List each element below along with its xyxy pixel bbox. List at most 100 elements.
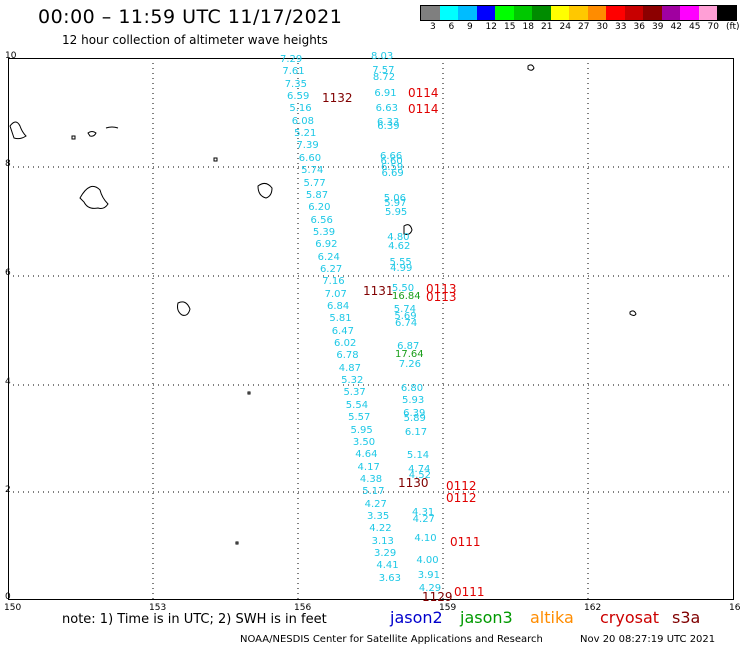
track-time-label: 1132 bbox=[322, 91, 353, 105]
satellite-legend-item: jason3 bbox=[460, 608, 513, 627]
wave-height-value: 6.87 bbox=[397, 341, 420, 352]
legend-label: 27 bbox=[578, 22, 590, 32]
wave-height-value: 6.74 bbox=[395, 318, 418, 329]
satellite-legend-item: jason2 bbox=[390, 608, 443, 627]
wave-height-value: 5.37 bbox=[343, 387, 366, 399]
wave-height-value: 4.10 bbox=[414, 533, 437, 544]
color-scale-labels: 3 6 9 12 15 18 21 24 27 30 33 36 39 42 45 70 (ft) bbox=[420, 22, 740, 34]
pass-time-label: 0114 bbox=[408, 102, 439, 116]
wave-height-value: 7.57 bbox=[372, 65, 395, 76]
wave-height-value: 6.60 bbox=[298, 152, 322, 164]
wave-height-value: 8.72 bbox=[372, 72, 396, 83]
satellite-legend-item: s3a bbox=[672, 608, 701, 627]
pass-time-label: 0111 bbox=[450, 535, 481, 549]
wave-height-value: 6.59 bbox=[287, 91, 310, 103]
wave-height-value: 6.47 bbox=[331, 325, 354, 337]
legend-swatch bbox=[458, 6, 477, 20]
color-scale-legend bbox=[420, 5, 737, 21]
credit-line: NOAA/NESDIS Center for Satellite Applica… bbox=[240, 634, 543, 645]
wave-height-value: 17.64 bbox=[395, 349, 424, 360]
wave-height-value: 5.89 bbox=[403, 413, 426, 424]
wave-height-value: 7.61 bbox=[282, 66, 305, 78]
wave-height-value: 7.35 bbox=[284, 78, 307, 90]
legend-label: 36 bbox=[633, 22, 645, 32]
map-frame bbox=[8, 58, 734, 600]
track-time-label: 1131 bbox=[363, 284, 394, 298]
wave-height-value: 4.27 bbox=[412, 514, 435, 525]
wave-height-value: 5.55 bbox=[389, 257, 412, 268]
wave-height-value: 6.80 bbox=[400, 383, 424, 394]
wave-height-value: 5.74 bbox=[393, 304, 417, 315]
track-time-label: 1130 bbox=[398, 476, 429, 490]
wave-height-value: 5.14 bbox=[406, 450, 430, 461]
wave-height-value: 4.62 bbox=[388, 241, 411, 252]
wave-height-value: 6.78 bbox=[336, 350, 359, 362]
y-tick-label: 8 bbox=[5, 159, 11, 169]
wave-height-value: 5.97 bbox=[384, 198, 407, 209]
legend-swatch bbox=[421, 6, 440, 20]
legend-label: 15 bbox=[504, 22, 516, 32]
footnote: note: 1) Time is in UTC; 2) SWH is in fe… bbox=[62, 612, 327, 627]
legend-swatch bbox=[476, 6, 495, 20]
legend-label: 30 bbox=[596, 22, 608, 32]
legend-swatch bbox=[624, 6, 643, 20]
legend-label: 6 bbox=[448, 22, 455, 32]
wave-height-value: 5.95 bbox=[350, 424, 373, 436]
wave-height-value: 4.80 bbox=[387, 232, 410, 243]
legend-swatch bbox=[587, 6, 606, 20]
legend-label: 24 bbox=[559, 22, 571, 32]
pass-time-label: 0112 bbox=[446, 479, 477, 493]
wave-height-value: 6.69 bbox=[381, 168, 404, 179]
pass-time-label: 0111 bbox=[454, 585, 485, 599]
wave-height-value: 6.63 bbox=[375, 103, 398, 114]
legend-swatch bbox=[495, 6, 514, 20]
island-outlines bbox=[9, 64, 637, 545]
island bbox=[235, 541, 239, 545]
wave-height-value: 4.22 bbox=[369, 523, 392, 535]
island bbox=[87, 131, 97, 137]
island bbox=[247, 391, 251, 395]
generated-timestamp: Nov 20 08:27:19 UTC 2021 bbox=[580, 634, 716, 645]
track-time-label: 1129 bbox=[422, 590, 453, 604]
legend-label: (ft) bbox=[726, 22, 740, 32]
legend-label: 33 bbox=[615, 22, 627, 32]
island bbox=[629, 310, 637, 316]
legend-swatch bbox=[532, 6, 551, 20]
wave-height-value: 6.20 bbox=[308, 202, 331, 214]
satellite-legend-item: cryosat bbox=[600, 608, 660, 627]
wave-height-value: 6.39 bbox=[403, 408, 426, 419]
wave-height-value: 5.39 bbox=[312, 226, 336, 238]
legend-swatch bbox=[661, 6, 680, 20]
legend-label: 21 bbox=[541, 22, 553, 32]
wave-height-value: 6.27 bbox=[319, 263, 343, 275]
legend-label: 18 bbox=[522, 22, 534, 32]
wave-height-value: 3.91 bbox=[417, 570, 440, 581]
wave-height-value: 6.39 bbox=[377, 121, 400, 132]
island bbox=[403, 224, 413, 235]
wave-height-value: 6.84 bbox=[327, 301, 350, 312]
wave-height-value: 5.87 bbox=[305, 189, 329, 201]
legend-label: 70 bbox=[707, 22, 719, 32]
wave-height-value: 6.17 bbox=[404, 427, 428, 438]
wave-height-value: 4.41 bbox=[376, 560, 399, 572]
wave-height-value: 5.17 bbox=[362, 486, 385, 498]
wave-height-value: 6.56 bbox=[310, 214, 333, 226]
wave-height-value: 4.38 bbox=[359, 473, 383, 485]
y-tick-label: 0 bbox=[5, 592, 11, 602]
island bbox=[177, 301, 191, 316]
wave-height-value: 5.06 bbox=[383, 193, 407, 204]
wave-height-value: 5.93 bbox=[401, 395, 425, 406]
wave-height-value: 4.64 bbox=[355, 449, 378, 461]
wave-height-value: 5.50 bbox=[391, 283, 415, 294]
gridlines bbox=[8, 58, 734, 600]
wave-height-value: 4.74 bbox=[408, 464, 431, 475]
wave-height-value: 5.21 bbox=[294, 128, 317, 140]
wave-height-value: 7.29 bbox=[280, 54, 303, 65]
map-subtitle: 12 hour collection of altimeter wave hei… bbox=[62, 33, 328, 47]
legend-label: 45 bbox=[689, 22, 701, 32]
wave-height-map bbox=[8, 58, 734, 600]
wave-height-value: 5.95 bbox=[385, 207, 408, 218]
wave-height-value: 3.50 bbox=[352, 436, 376, 448]
x-tick-label: 159 bbox=[439, 603, 457, 613]
wave-height-value: 6.02 bbox=[334, 338, 357, 350]
